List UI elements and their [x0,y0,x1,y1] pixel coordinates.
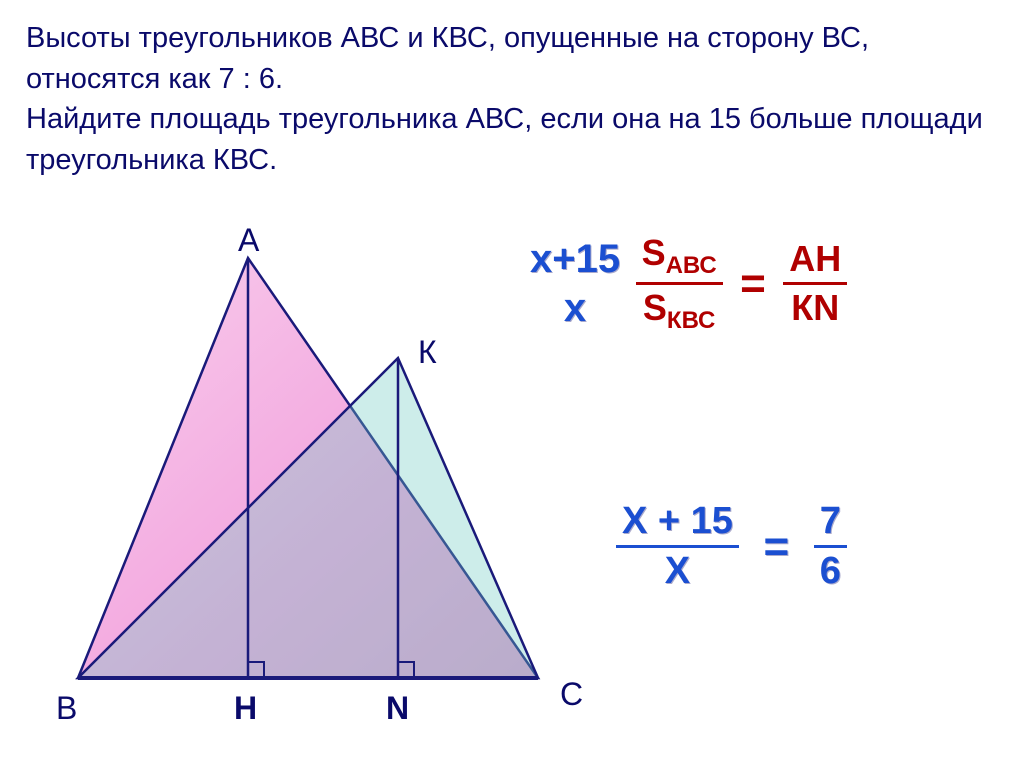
geometry-diagram: А К В С Н N [38,228,598,748]
problem-line-2: Найдите площадь треугольника АВС, если о… [26,103,983,176]
eq1-left-fraction: SАВС SКВС [636,232,723,335]
eq2-left-fraction: X + 15 X [616,500,739,593]
eq1-left-num: SАВС [636,232,723,282]
eq2-left-num: X + 15 [616,500,739,545]
eq2-left-den: X [616,545,739,593]
eq1-right-fraction: АН КN [783,238,847,329]
problem-line-1: Высоты треугольников АВС и КВС, опущенны… [26,22,869,95]
label-n: N [386,690,409,727]
equation-area-ratio: x+15 x SАВС SКВС = АН КN [530,232,847,335]
eq1-annotation: x+15 x [530,237,620,331]
eq1-right-den: КN [783,282,847,329]
problem-text: Высоты треугольников АВС и КВС, опущенны… [26,18,986,180]
eq1-equals: = [740,259,766,308]
label-h: Н [234,690,257,727]
label-k: К [418,334,437,371]
eq1-right-num: АН [783,238,847,282]
diagram-svg [38,228,598,748]
annotation-x-plus-15: x+15 [530,237,620,282]
eq2-right-fraction: 7 6 [814,500,847,593]
eq2-right-num: 7 [814,500,847,545]
eq2-equals: = [763,522,789,571]
eq1-left-den: SКВС [636,282,723,335]
label-a: А [238,222,259,259]
annotation-x: x [530,286,620,331]
eq2-right-den: 6 [814,545,847,593]
formula-area: x+15 x SАВС SКВС = АН КN X + 15 X = 7 6 [530,232,1010,732]
label-b: В [56,690,77,727]
equation-proportion: X + 15 X = 7 6 [616,500,847,593]
